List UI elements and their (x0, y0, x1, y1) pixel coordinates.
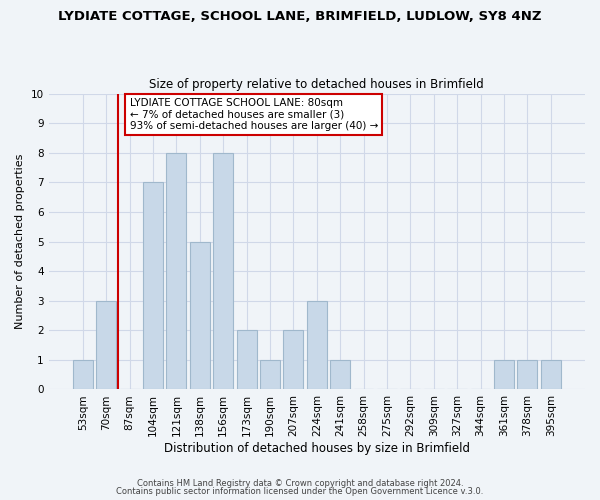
X-axis label: Distribution of detached houses by size in Brimfield: Distribution of detached houses by size … (164, 442, 470, 455)
Bar (283, 330, 304, 390)
Bar (517, 360, 537, 390)
Text: Contains HM Land Registry data © Crown copyright and database right 2024.: Contains HM Land Registry data © Crown c… (137, 478, 463, 488)
Bar (541, 360, 560, 390)
Bar (260, 360, 280, 390)
Bar (73, 360, 93, 390)
Title: Size of property relative to detached houses in Brimfield: Size of property relative to detached ho… (149, 78, 484, 91)
Text: LYDIATE COTTAGE SCHOOL LANE: 80sqm
← 7% of detached houses are smaller (3)
93% o: LYDIATE COTTAGE SCHOOL LANE: 80sqm ← 7% … (130, 98, 378, 131)
Bar (494, 360, 514, 390)
Bar (236, 330, 257, 390)
Bar (190, 242, 210, 390)
Text: Contains public sector information licensed under the Open Government Licence v.: Contains public sector information licen… (116, 487, 484, 496)
Bar (97, 300, 116, 390)
Text: LYDIATE COTTAGE, SCHOOL LANE, BRIMFIELD, LUDLOW, SY8 4NZ: LYDIATE COTTAGE, SCHOOL LANE, BRIMFIELD,… (58, 10, 542, 23)
Bar (166, 152, 187, 390)
Bar (307, 300, 327, 390)
Bar (143, 182, 163, 390)
Y-axis label: Number of detached properties: Number of detached properties (15, 154, 25, 329)
Bar (330, 360, 350, 390)
Bar (213, 152, 233, 390)
